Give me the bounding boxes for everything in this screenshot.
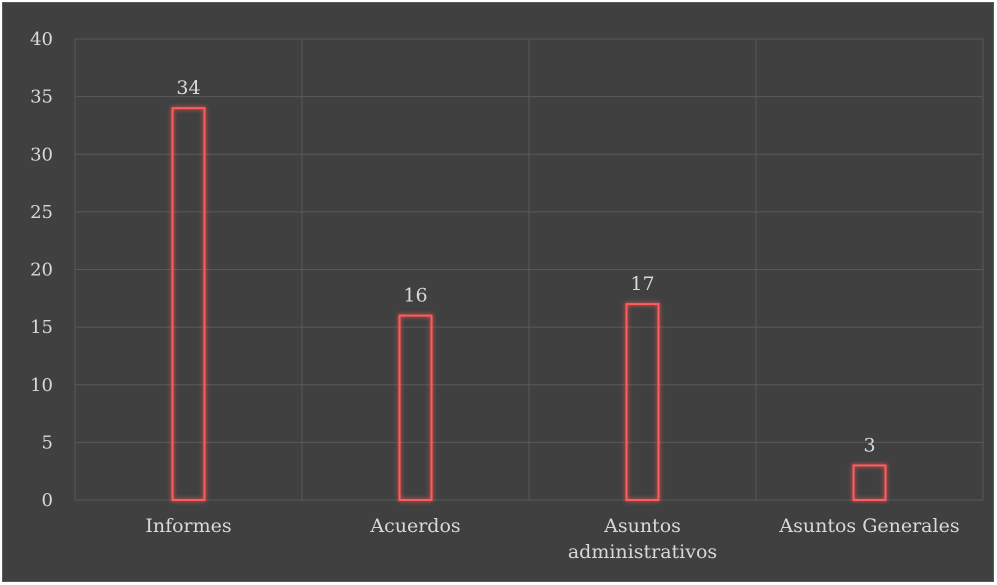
bar	[398, 314, 433, 501]
y-tick-label: 25	[30, 202, 53, 223]
data-label: 3	[863, 434, 875, 456]
x-category-label: Asuntos Generales	[778, 515, 959, 537]
x-category-label: Asuntos	[603, 515, 681, 537]
y-tick-label: 40	[30, 29, 53, 50]
y-tick-label: 15	[30, 317, 53, 338]
x-axis-labels: Informes Acuerdos Asuntos administrativos As…	[145, 515, 959, 563]
bars	[171, 107, 887, 502]
gridlines	[74, 38, 984, 501]
data-label: 16	[403, 285, 427, 307]
data-label: 17	[630, 273, 654, 295]
y-tick-label: 35	[30, 87, 53, 108]
bar	[852, 464, 887, 501]
bar-chart: 0 5 10 15 20 25 30 35 40 34 16 17 3 Informes Acuerdo…	[30, 29, 984, 563]
data-labels: 34 16 17 3	[176, 77, 875, 456]
y-tick-label: 0	[42, 490, 53, 511]
y-axis-ticks: 0 5 10 15 20 25 30 35 40	[30, 29, 53, 511]
y-tick-label: 30	[30, 144, 53, 165]
y-tick-label: 5	[42, 432, 53, 453]
data-label: 34	[176, 77, 200, 99]
y-tick-label: 20	[30, 260, 53, 281]
bar	[171, 107, 206, 502]
x-category-label: administrativos	[568, 541, 717, 563]
x-category-label: Acuerdos	[369, 515, 460, 537]
x-category-label: Informes	[145, 515, 231, 537]
bar	[625, 303, 660, 502]
y-tick-label: 10	[30, 375, 53, 396]
